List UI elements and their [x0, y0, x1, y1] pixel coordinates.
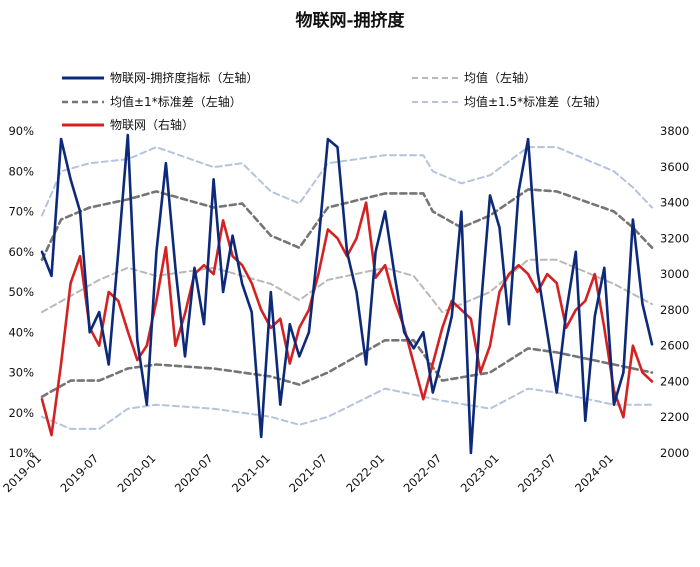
series-line-2	[40, 339, 654, 398]
left-axis: 10% 20% 30% 40% 50% 60% 70% 80% 90%	[8, 124, 34, 460]
x-tick-label: 2023-07	[515, 451, 559, 495]
x-tick-label: 2022-01	[343, 451, 387, 495]
x-axis: 2019-01 2019-07 2020-01 2020-07 2021-01 2021-…	[0, 451, 616, 495]
x-tick-label: 2020-01	[115, 451, 159, 495]
left-tick-label: 30%	[8, 366, 34, 380]
chart-title: 物联网-拥挤度	[295, 10, 405, 31]
legend-label-mean-1-5std: 均值±1.5*标准差（左轴）	[464, 94, 607, 109]
legend-label-index: 物联网-拥挤度指标（左轴）	[110, 70, 258, 85]
right-tick-label: 3600	[660, 160, 689, 174]
x-tick-label: 2021-07	[286, 451, 330, 495]
right-tick-label: 2000	[660, 446, 689, 460]
left-tick-label: 90%	[8, 124, 34, 138]
right-axis: 2000 2200 2400 2600 2800 3000 3200 3400 3600 3800	[660, 124, 689, 460]
plot-area	[40, 133, 654, 455]
right-tick-label: 2400	[660, 374, 689, 388]
legend-item-mean-1std: 均值±1*标准差（左轴）	[62, 94, 242, 109]
x-tick-label: 2020-07	[172, 451, 216, 495]
x-tick-label: 2021-01	[229, 451, 273, 495]
series-line-0	[40, 133, 654, 455]
series-line-3	[40, 188, 654, 262]
legend-label-mean: 均值（左轴）	[464, 70, 536, 85]
x-tick-label: 2022-07	[401, 451, 445, 495]
left-tick-label: 80%	[8, 164, 34, 178]
legend-item-index: 物联网-拥挤度指标（左轴）	[62, 70, 258, 85]
left-tick-label: 70%	[8, 205, 34, 219]
right-tick-label: 2200	[660, 410, 689, 424]
x-tick-label: 2019-07	[57, 451, 101, 495]
x-tick-label: 2023-01	[458, 451, 502, 495]
series-line-5	[41, 146, 653, 217]
legend-item-mean: 均值（左轴）	[412, 70, 536, 85]
legend-item-iot: 物联网（右轴）	[62, 117, 194, 132]
right-tick-label: 3200	[660, 231, 689, 245]
x-tick-label: 2024-01	[572, 451, 616, 495]
left-tick-label: 40%	[8, 325, 34, 339]
right-tick-label: 2800	[660, 303, 689, 317]
left-tick-label: 20%	[8, 406, 34, 420]
series-line-1	[41, 258, 653, 314]
legend-label-mean-1std: 均值±1*标准差（左轴）	[110, 94, 242, 109]
right-tick-label: 2600	[660, 339, 689, 353]
right-tick-label: 3800	[660, 124, 689, 138]
series-line-4	[41, 387, 653, 430]
left-tick-label: 10%	[8, 446, 34, 460]
left-tick-label: 50%	[8, 285, 34, 299]
left-tick-label: 60%	[8, 245, 34, 259]
right-tick-label: 3400	[660, 196, 689, 210]
legend-item-mean-1-5std: 均值±1.5*标准差（左轴）	[412, 94, 607, 109]
legend-label-iot: 物联网（右轴）	[110, 117, 194, 132]
right-tick-label: 3000	[660, 267, 689, 281]
